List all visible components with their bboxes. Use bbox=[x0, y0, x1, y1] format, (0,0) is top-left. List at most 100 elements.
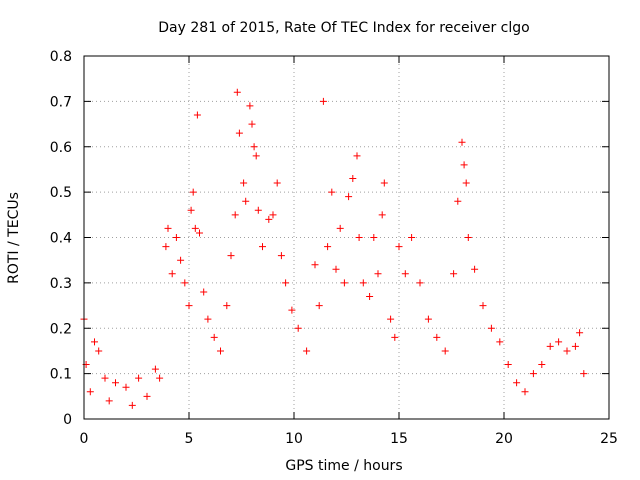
data-point bbox=[181, 279, 189, 287]
axis-ticks: 0 0.1 0.2 0.3 0.4 0.5 0.6 0.7 0.8 0 5 10 15 20 25 bbox=[50, 49, 618, 447]
data-point bbox=[259, 243, 266, 251]
data-point bbox=[433, 333, 441, 341]
data-point bbox=[277, 252, 285, 260]
data-point bbox=[250, 143, 258, 151]
data-point bbox=[370, 234, 378, 241]
data-point bbox=[487, 324, 495, 332]
y-tick-label: 0 bbox=[63, 412, 72, 428]
x-tick-label: 5 bbox=[185, 431, 194, 447]
y-tick-label: 0.4 bbox=[50, 231, 72, 247]
plot-frame bbox=[83, 55, 610, 420]
data-point bbox=[91, 338, 98, 346]
y-axis-label: ROTI / TECUs bbox=[6, 192, 22, 284]
data-point bbox=[269, 211, 277, 219]
data-point bbox=[162, 243, 170, 251]
data-point bbox=[248, 120, 256, 128]
data-point bbox=[86, 388, 94, 396]
x-tick-label: 25 bbox=[600, 431, 618, 447]
x-tick-label: 20 bbox=[495, 431, 513, 447]
data-point bbox=[441, 347, 449, 355]
data-point bbox=[378, 211, 386, 219]
data-point bbox=[95, 347, 103, 355]
data-point bbox=[571, 342, 579, 350]
data-point bbox=[450, 270, 458, 278]
data-point bbox=[242, 197, 250, 205]
x-tick-label: 0 bbox=[80, 431, 89, 447]
data-point bbox=[246, 102, 254, 110]
data-point bbox=[282, 279, 290, 287]
data-point bbox=[156, 374, 164, 382]
data-point bbox=[336, 224, 344, 232]
data-point bbox=[366, 292, 374, 300]
data-point bbox=[128, 401, 136, 409]
data-point bbox=[416, 279, 424, 287]
data-point bbox=[252, 152, 260, 160]
data-point bbox=[168, 270, 176, 278]
data-point bbox=[395, 243, 403, 251]
data-point bbox=[105, 397, 113, 405]
data-point bbox=[315, 302, 323, 310]
data-point bbox=[359, 279, 367, 287]
data-point bbox=[521, 388, 529, 396]
data-point bbox=[231, 211, 239, 219]
data-point bbox=[479, 302, 487, 310]
data-point bbox=[332, 265, 340, 273]
grid-lines bbox=[84, 56, 609, 419]
y-tick-label: 0.8 bbox=[50, 49, 72, 65]
data-point bbox=[112, 379, 119, 387]
y-tick-label: 0.6 bbox=[50, 140, 72, 156]
x-tick-label: 10 bbox=[285, 431, 303, 447]
data-point bbox=[101, 374, 109, 382]
data-point bbox=[454, 197, 462, 205]
data-point bbox=[235, 129, 243, 137]
data-point bbox=[355, 234, 363, 241]
data-point bbox=[576, 329, 584, 337]
data-point bbox=[193, 111, 201, 119]
data-point bbox=[380, 179, 388, 187]
data-point bbox=[513, 379, 521, 387]
data-point bbox=[227, 252, 235, 260]
data-point bbox=[240, 179, 248, 187]
data-point bbox=[177, 256, 185, 264]
data-point bbox=[387, 315, 395, 323]
data-point bbox=[538, 361, 546, 369]
y-tick-label: 0.2 bbox=[50, 321, 72, 337]
data-points bbox=[80, 88, 588, 409]
data-point bbox=[546, 342, 554, 350]
data-point bbox=[200, 288, 208, 296]
data-point bbox=[471, 265, 479, 273]
data-point bbox=[391, 333, 399, 341]
data-point bbox=[288, 306, 296, 314]
data-point bbox=[294, 324, 302, 332]
data-point bbox=[311, 261, 319, 269]
data-point bbox=[122, 383, 130, 391]
data-point bbox=[265, 215, 273, 223]
data-point bbox=[374, 270, 382, 278]
chart-title: Day 281 of 2015, Rate Of TEC Index for r… bbox=[158, 20, 529, 36]
data-point bbox=[135, 374, 143, 382]
data-point bbox=[187, 206, 195, 214]
data-point bbox=[460, 161, 468, 169]
data-point bbox=[401, 270, 409, 278]
data-point bbox=[462, 179, 470, 187]
data-point bbox=[319, 97, 327, 105]
data-point bbox=[223, 302, 231, 310]
data-point bbox=[273, 179, 281, 187]
data-point bbox=[151, 365, 159, 373]
data-point bbox=[189, 188, 197, 196]
x-tick-label: 15 bbox=[390, 431, 408, 447]
y-tick-label: 0.5 bbox=[50, 185, 72, 201]
data-point bbox=[580, 370, 588, 378]
data-point bbox=[340, 279, 348, 287]
data-point bbox=[529, 370, 537, 378]
data-point bbox=[172, 234, 180, 241]
data-point bbox=[345, 193, 353, 201]
data-point bbox=[233, 88, 241, 96]
data-point bbox=[424, 315, 432, 323]
data-point bbox=[349, 175, 357, 183]
data-point bbox=[458, 138, 466, 146]
data-point bbox=[210, 333, 218, 341]
data-point bbox=[303, 347, 311, 355]
data-point bbox=[254, 206, 262, 214]
